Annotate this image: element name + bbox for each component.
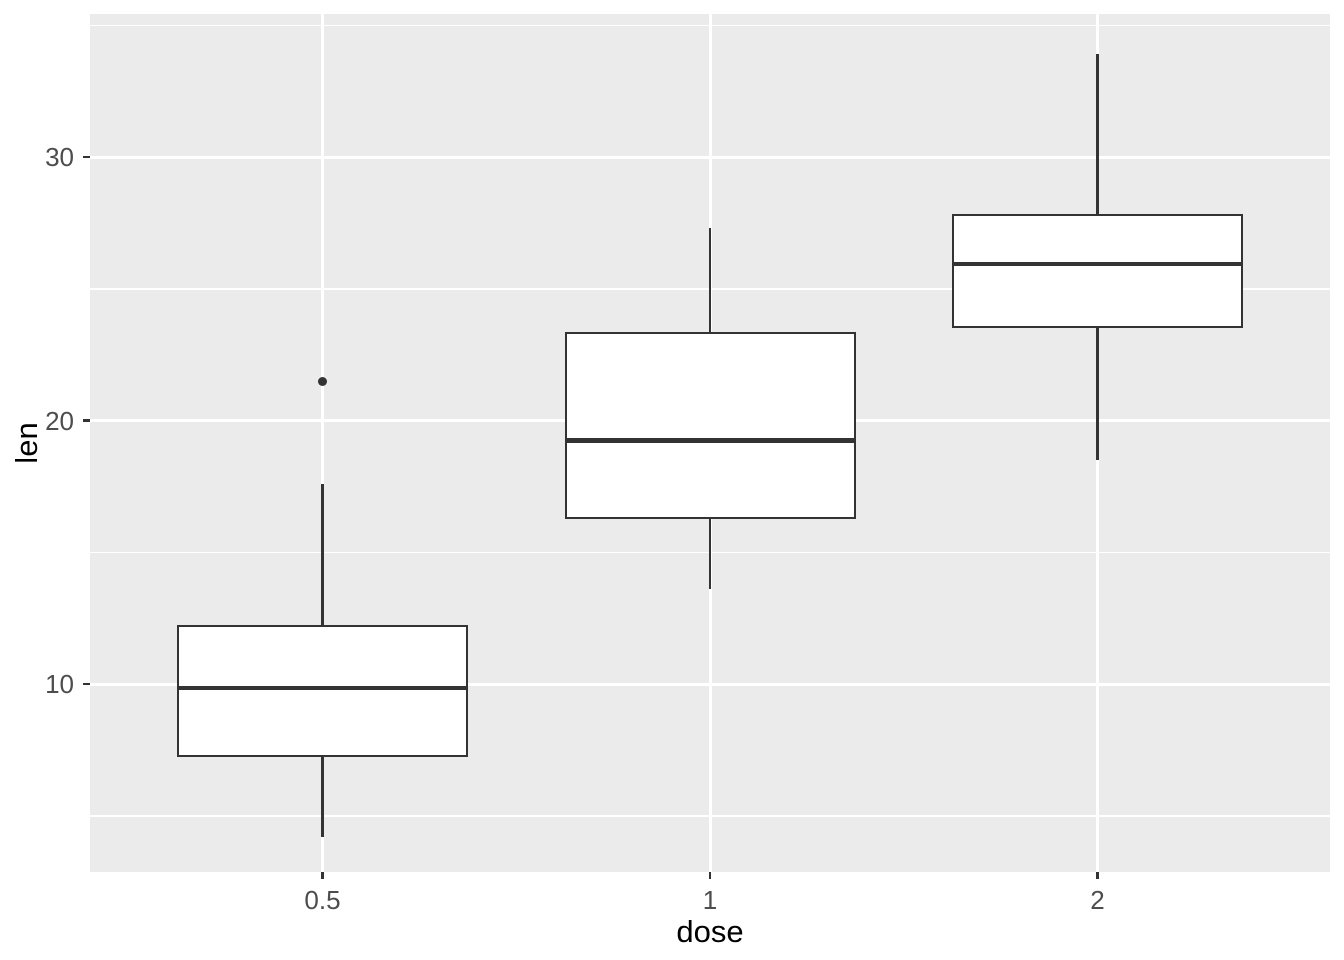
median-line-0.5: [177, 685, 468, 691]
x-tick-label-0.5: 0.5: [304, 885, 341, 915]
x-tick-label-2: 2: [1090, 885, 1105, 915]
lower-whisker-0.5: [321, 757, 324, 837]
y-tick-mark-10: [83, 682, 90, 686]
median-line-1: [564, 438, 856, 443]
x-tick-mark-2: [1096, 872, 1099, 879]
upper-whisker-1: [708, 228, 712, 332]
y-tick-label-30: 30: [45, 142, 74, 173]
y-tick-label-10: 10: [45, 669, 74, 700]
upper-whisker-0.5: [321, 483, 324, 625]
gridline-major-x-0.5: [321, 14, 324, 872]
y-tick-mark-30: [83, 155, 90, 159]
box-1: [564, 331, 856, 520]
x-tick-mark-1: [708, 872, 712, 879]
lower-whisker-1: [708, 519, 712, 590]
x-tick-mark-0.5: [321, 872, 324, 879]
box-0.5: [177, 624, 468, 758]
box-2: [952, 214, 1243, 328]
x-tick-label-1: 1: [702, 885, 718, 915]
upper-whisker-2: [1096, 54, 1099, 215]
y-tick-label-20: 20: [45, 405, 74, 436]
x-axis-title: dose: [676, 914, 744, 949]
y-tick-mark-20: [83, 419, 90, 422]
outlier-point-0.5-0: [318, 376, 327, 386]
lower-whisker-2: [1096, 327, 1099, 461]
median-line-2: [952, 261, 1243, 267]
